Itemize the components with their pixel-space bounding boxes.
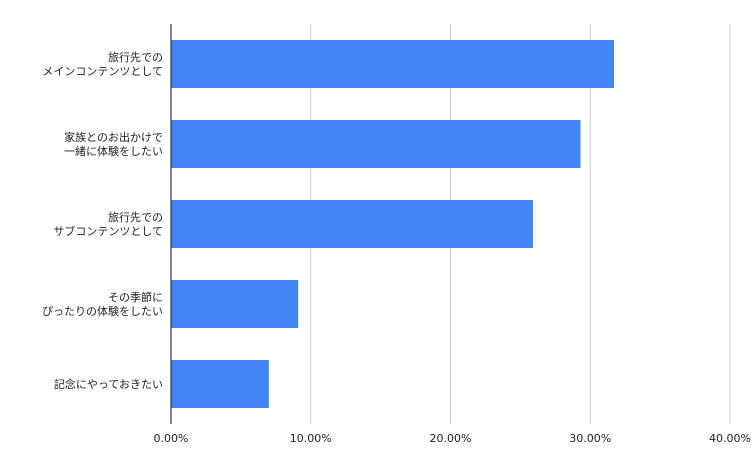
x-tick-label-4: 40.00% — [709, 432, 751, 445]
bar-4 — [171, 360, 269, 408]
category-label-4: 記念にやっておきたい — [54, 377, 163, 391]
x-tick-label-1: 10.00% — [290, 432, 332, 445]
bar-0 — [171, 40, 615, 88]
category-label-1: 家族とのお出かけで一緒に体験をしたい — [64, 130, 163, 158]
bar-2 — [171, 200, 533, 248]
category-labels: 旅行先でのメインコンテンツとして家族とのお出かけで一緒に体験をしたい旅行先でのサ… — [42, 50, 163, 391]
bar-3 — [171, 280, 299, 328]
category-label-3: その季節にぴったりの体験をしたい — [42, 290, 163, 318]
category-label-2: 旅行先でのサブコンテンツとして — [53, 210, 163, 238]
category-label-0: 旅行先でのメインコンテンツとして — [42, 50, 163, 78]
bar-1 — [171, 120, 581, 168]
x-tick-label-3: 30.00% — [569, 432, 611, 445]
x-tick-labels: 0.00% 10.00% 20.00% 30.00% 40.00% — [154, 432, 751, 445]
bars — [171, 40, 615, 408]
x-tick-label-0: 0.00% — [154, 432, 189, 445]
x-tick-label-2: 20.00% — [430, 432, 472, 445]
